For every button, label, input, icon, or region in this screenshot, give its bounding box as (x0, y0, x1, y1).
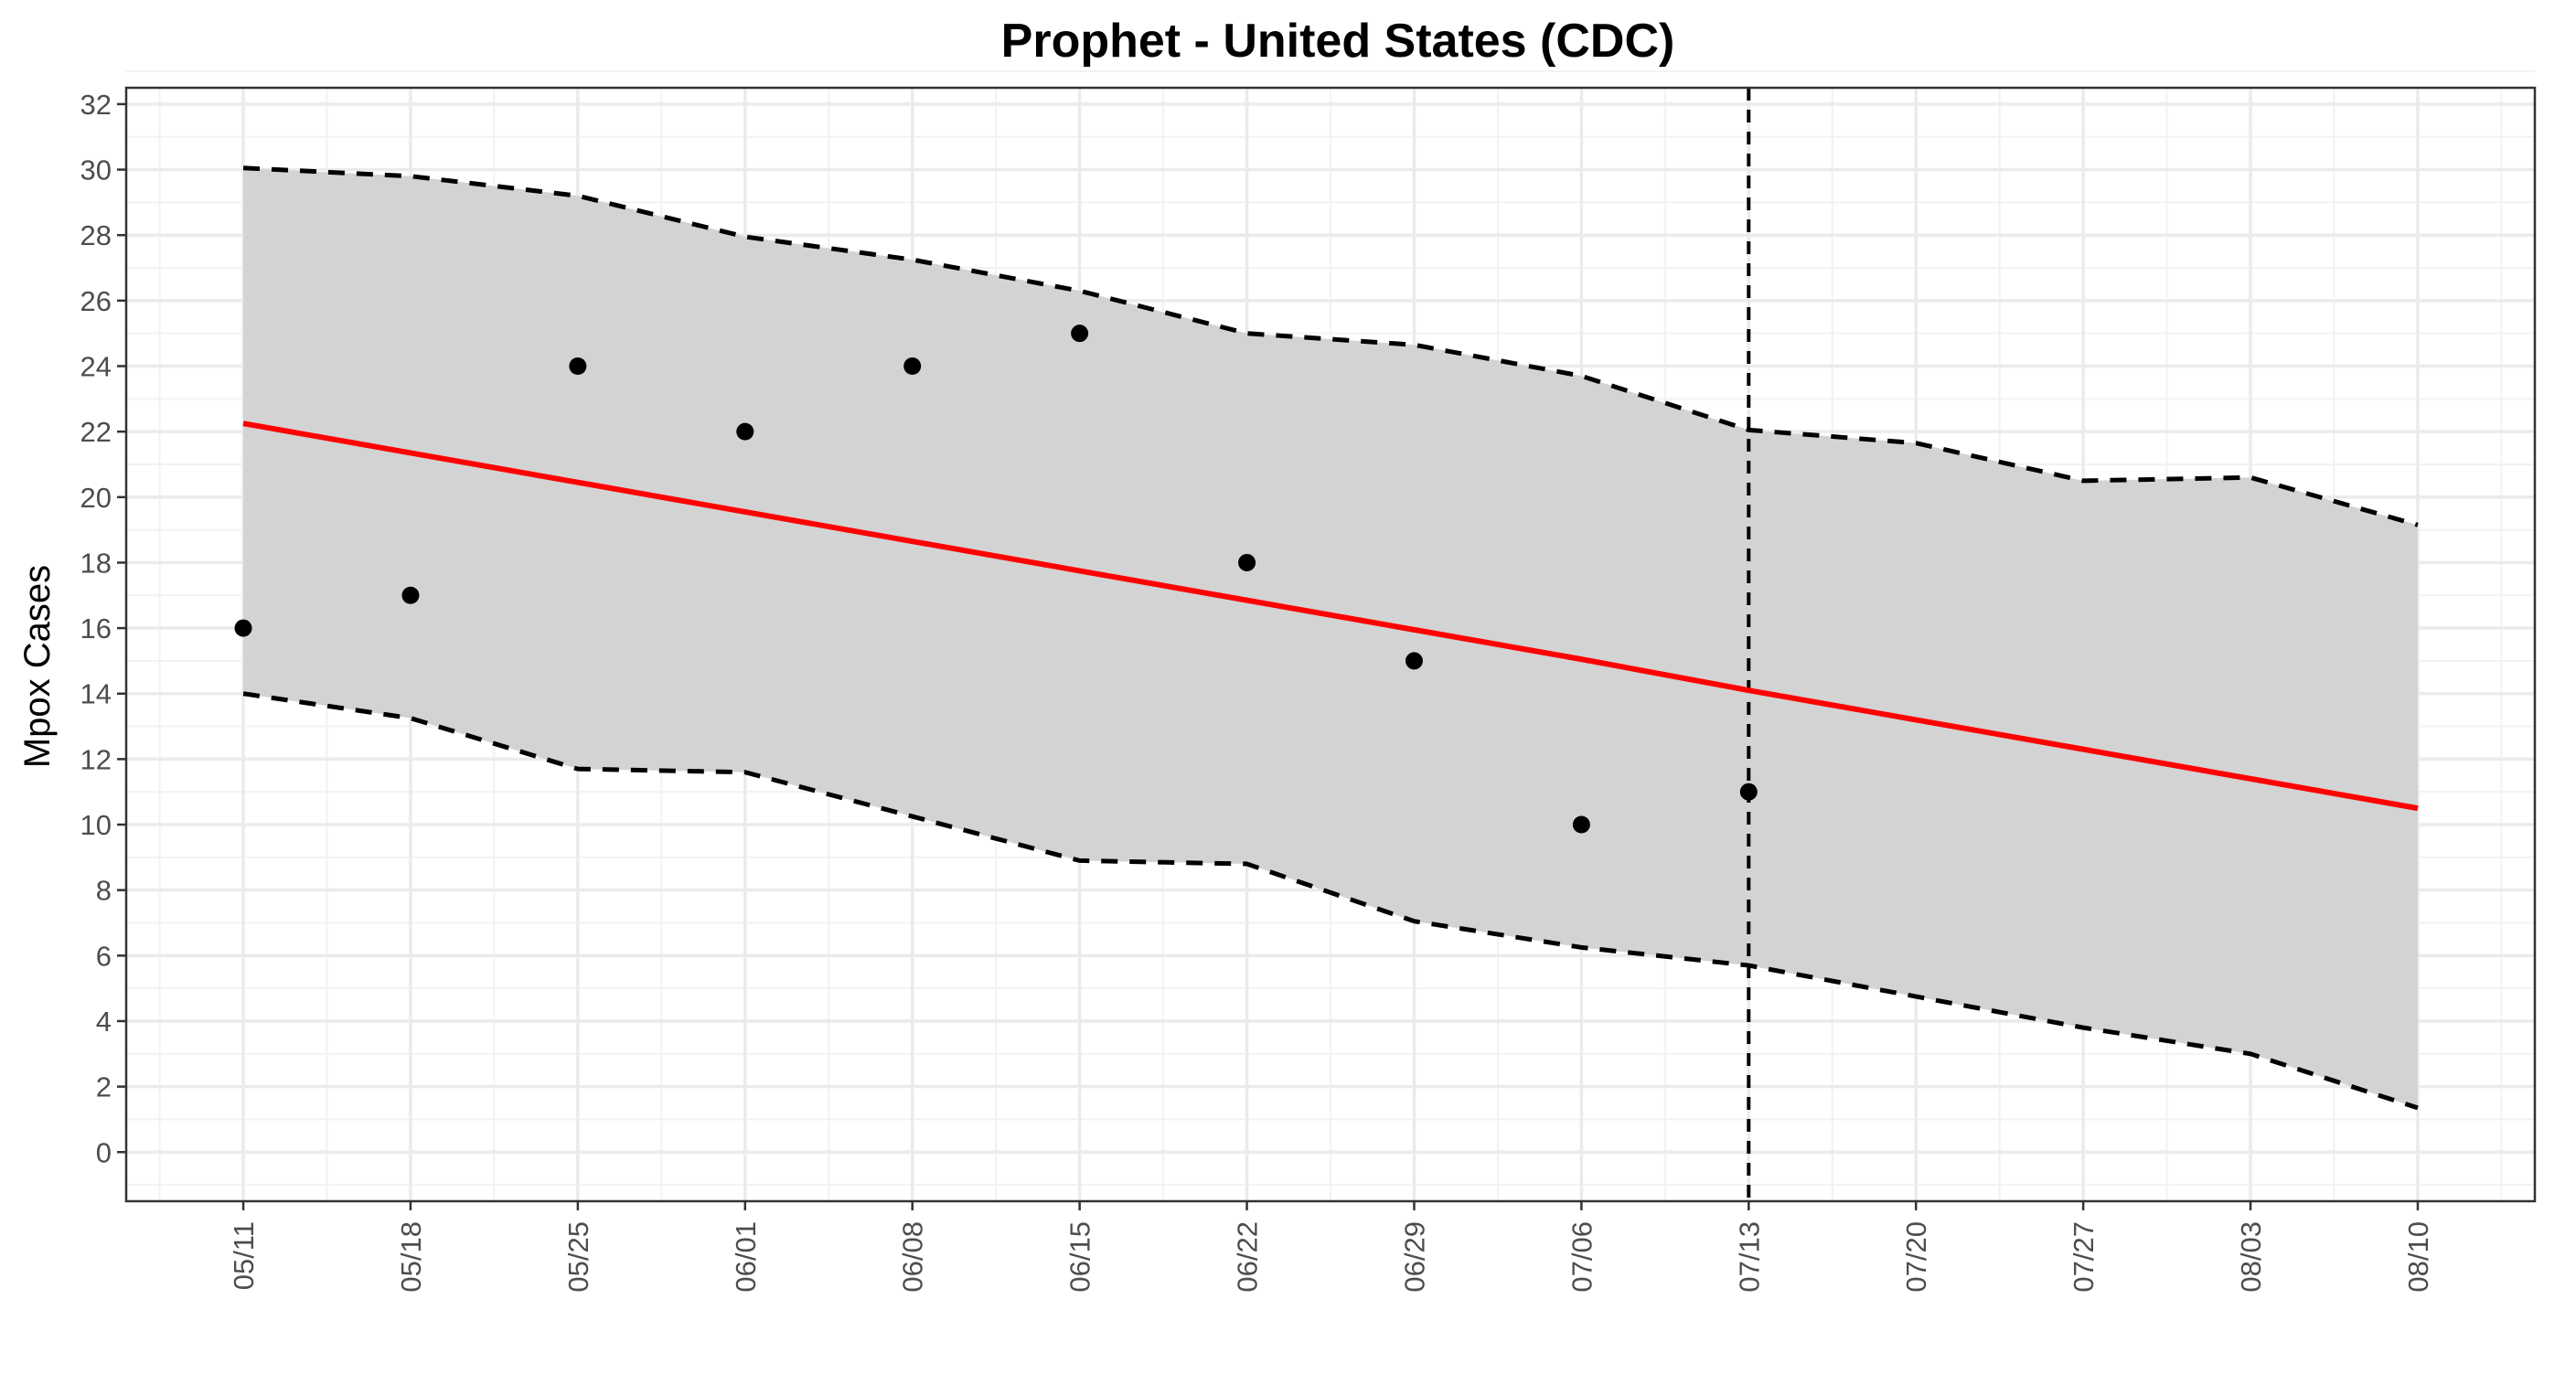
observed-point (1405, 652, 1423, 670)
chart-title: Prophet - United States (CDC) (1001, 15, 1675, 68)
upper-bound-line (242, 165, 2419, 527)
observed-point (234, 619, 252, 637)
x-tick-label: 05/11 (228, 1221, 260, 1290)
y-tick-label: 14 (80, 678, 112, 710)
x-tick-label: 06/29 (1398, 1221, 1430, 1293)
y-tick-label: 16 (80, 612, 112, 644)
x-tick-label: 07/27 (2068, 1221, 2100, 1293)
y-tick-label: 8 (96, 875, 112, 907)
y-tick-label: 12 (80, 743, 112, 775)
observed-points (234, 325, 1758, 834)
forecast-line (242, 421, 2419, 812)
x-axis: 05/11 05/18 05/25 06/01 06/08 06/15 06/22 06/29… (228, 1201, 2434, 1293)
y-tick-label: 4 (96, 1006, 112, 1038)
x-tick-label: 06/08 (897, 1221, 929, 1293)
y-tick-label: 0 (96, 1136, 112, 1168)
x-tick-label: 07/13 (1733, 1221, 1765, 1293)
y-tick-label: 30 (80, 154, 112, 186)
observed-point (1071, 325, 1089, 343)
lower-bound-line (242, 691, 2419, 1111)
x-tick-label: 06/01 (730, 1221, 762, 1293)
y-tick-label: 6 (96, 940, 112, 972)
observed-point (569, 357, 587, 375)
x-tick-label: 05/18 (395, 1221, 427, 1293)
observed-point (401, 586, 420, 604)
x-tick-label: 08/03 (2235, 1221, 2267, 1293)
observed-point (1739, 783, 1758, 801)
x-tick-label: 07/20 (1900, 1221, 1932, 1293)
y-tick-label: 28 (80, 219, 112, 251)
observed-point (1238, 553, 1256, 571)
y-tick-label: 20 (80, 482, 112, 514)
y-tick-label: 32 (80, 89, 112, 121)
x-tick-label: 05/25 (562, 1221, 594, 1293)
x-tick-label: 07/06 (1566, 1221, 1598, 1293)
y-tick-label: 22 (80, 416, 112, 448)
y-tick-label: 18 (80, 547, 112, 579)
observed-point (1572, 815, 1590, 834)
y-tick-label: 10 (80, 809, 112, 841)
y-tick-label: 26 (80, 285, 112, 317)
y-tick-label: 2 (96, 1071, 112, 1103)
panel-border (124, 86, 2537, 1203)
y-tick-label: 24 (80, 351, 112, 383)
x-tick-label: 06/15 (1064, 1221, 1096, 1293)
observed-point (903, 357, 922, 375)
x-tick-label: 06/22 (1232, 1221, 1264, 1293)
observed-point (736, 422, 754, 441)
prediction-interval-band (243, 167, 2418, 1108)
y-axis-title: Mpox Cases (17, 565, 58, 768)
x-tick-label: 08/10 (2402, 1221, 2434, 1293)
